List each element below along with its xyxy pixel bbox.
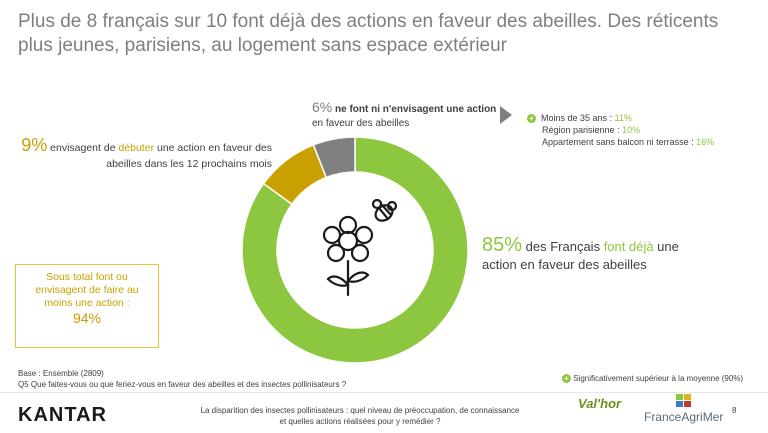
text-6b: en faveur des abeilles xyxy=(312,118,410,129)
subgroup-item: + Moins de 35 ans : 11% xyxy=(527,112,757,124)
page-number: 8 xyxy=(732,406,737,415)
subtotal-value: 94% xyxy=(72,310,102,326)
footer-divider xyxy=(0,392,768,393)
text-9c: une action en faveur des abeilles dans l… xyxy=(106,142,272,170)
text-6a: ne font ni n'envisagent une action xyxy=(332,104,497,115)
value-9: 9% xyxy=(21,135,48,155)
question-line: Q5 Que faites-vous ou que feriez-vous en… xyxy=(18,380,347,389)
franceagrimer-logo-icon xyxy=(676,394,691,407)
subtotal-text: Sous total font ou envisagent de faire a… xyxy=(35,271,139,309)
kantar-logo: KANTAR xyxy=(18,404,107,426)
base-note: Base : Ensemble (2809) Q5 Que faites-vou… xyxy=(18,368,346,390)
subtotal-box: Sous total font ou envisagent de faire a… xyxy=(15,264,159,348)
arrow-right-icon xyxy=(500,106,512,124)
page-title: Plus de 8 français sur 10 font déjà des … xyxy=(18,11,719,56)
franceagrimer-logo: FranceAgriMer xyxy=(644,410,724,424)
text-9b: débuter xyxy=(118,142,155,154)
subgroup-item: Appartement sans balcon ni terrasse : 16… xyxy=(542,137,715,147)
footer-text: La disparition des insectes pollinisateu… xyxy=(200,406,520,426)
text-9a: envisagent de xyxy=(47,142,119,154)
label-85-percent: 85% des Français font déjà une action en… xyxy=(482,234,712,274)
value-6: 6% xyxy=(312,99,333,115)
subgroup-list: + Moins de 35 ans : 11% Région parisienn… xyxy=(527,112,757,148)
plus-icon: + xyxy=(562,374,571,383)
slice-font-deja xyxy=(241,136,469,364)
flower-and-bee-icon xyxy=(322,198,398,297)
significance-legend: + Significativement supérieur à la moyen… xyxy=(562,374,743,383)
donut-chart xyxy=(241,136,469,364)
base-line: Base : Ensemble (2809) xyxy=(18,369,104,378)
subgroup-item: Région parisienne : 10% xyxy=(542,125,641,135)
plus-icon: + xyxy=(527,114,536,123)
slice-ne-font-ni xyxy=(312,136,356,179)
value-85: 85% xyxy=(482,234,523,256)
text-85b: font déjà xyxy=(603,239,654,254)
label-6-percent: 6% ne font ni n'envisagent une action en… xyxy=(312,100,512,131)
text-85c: une action en faveur des abeilles xyxy=(482,239,679,272)
text-85a: des Français xyxy=(522,239,604,254)
valhor-logo: Val'hor xyxy=(578,396,622,411)
label-9-percent: 9% envisagent de débuter une action en f… xyxy=(12,135,272,172)
